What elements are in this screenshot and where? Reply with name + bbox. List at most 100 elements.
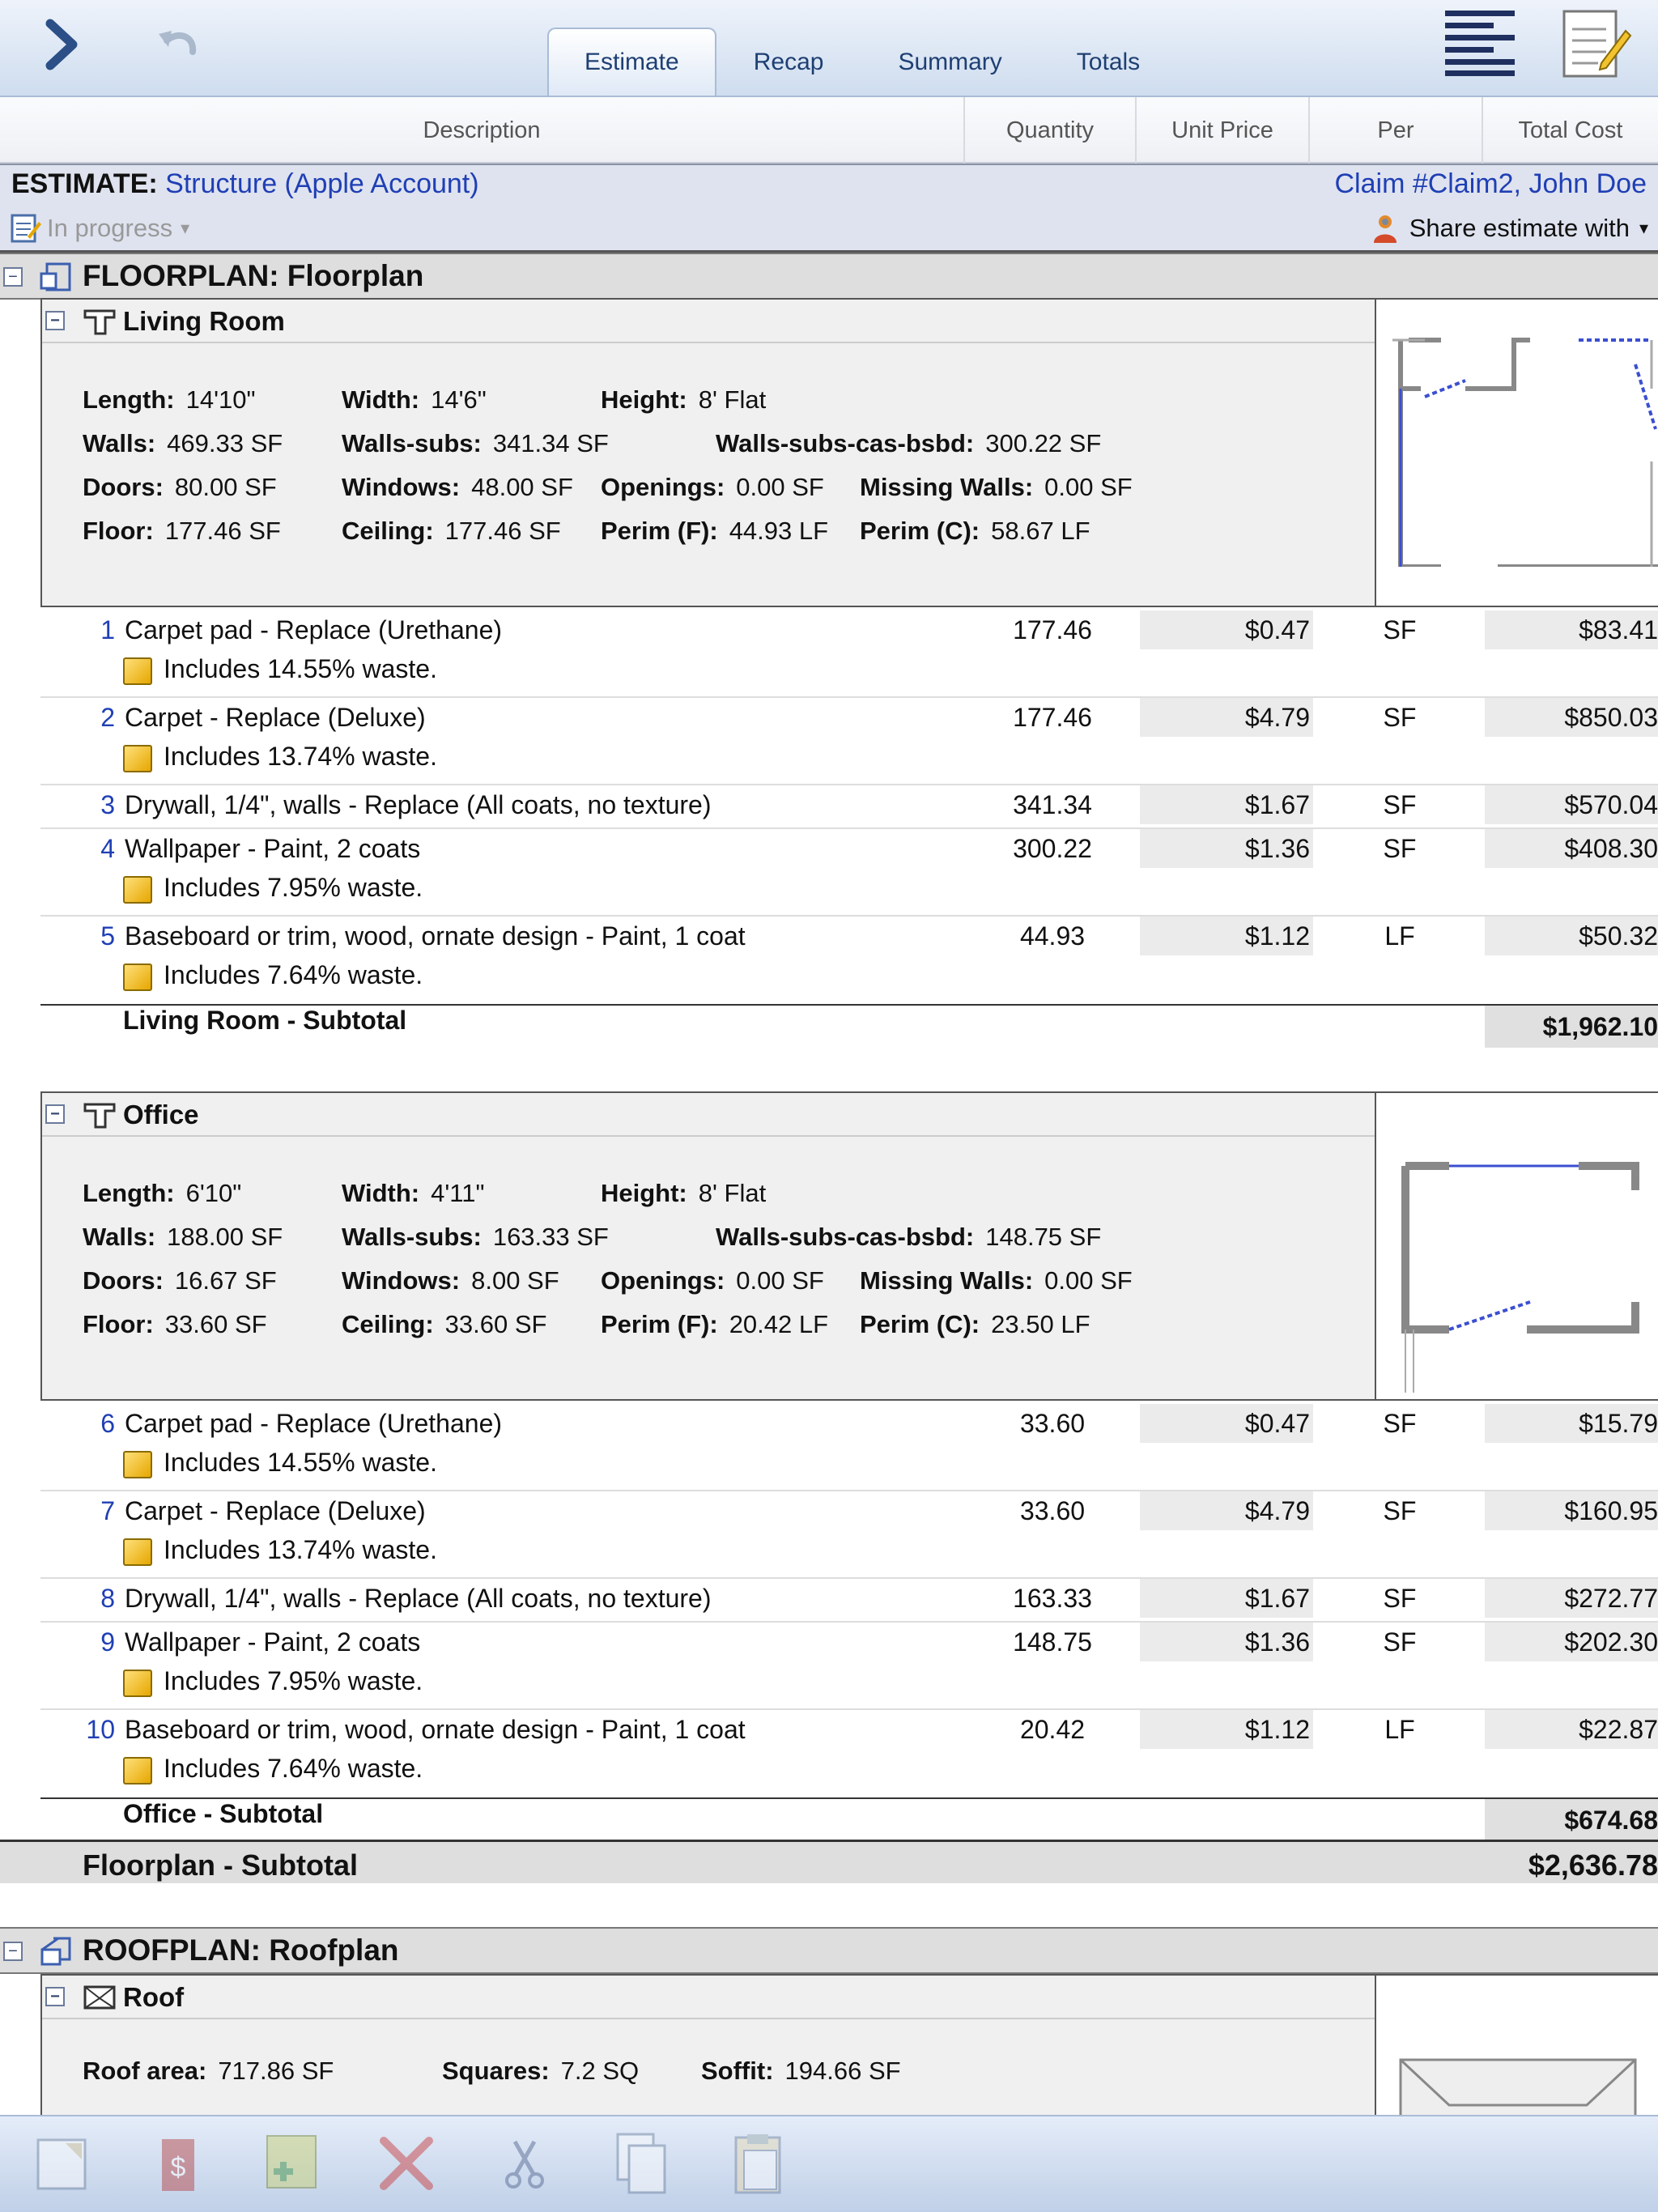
line-number[interactable]: 1 bbox=[100, 615, 115, 644]
col-quantity[interactable]: Quantity bbox=[965, 97, 1137, 164]
floorplan-subtotal-value: $2,636.78 bbox=[1528, 1848, 1658, 1882]
line-item[interactable]: 8 Drywall, 1/4", walls - Replace (All coa… bbox=[40, 1579, 1658, 1618]
line-quantity: 20.42 bbox=[1019, 1715, 1086, 1744]
measurement: Soffit: 194.66 SF bbox=[701, 2057, 901, 2086]
room-subtotal-value: $1,962.10 bbox=[1485, 1006, 1658, 1048]
measurement: Width: 4'11" bbox=[342, 1179, 484, 1208]
room-header[interactable]: − Office bbox=[42, 1093, 1375, 1137]
tab-totals[interactable]: Totals bbox=[1076, 49, 1141, 75]
measurement-label: Missing Walls: bbox=[860, 473, 1034, 501]
col-per[interactable]: Per bbox=[1310, 97, 1483, 164]
room-header-roof[interactable]: − Roof bbox=[42, 1976, 1375, 2019]
tab-summary[interactable]: Summary bbox=[898, 49, 1002, 75]
line-item[interactable]: 2 Carpet - Replace (Deluxe) 177.46 $4.79 SF $… bbox=[40, 698, 1658, 737]
line-quantity: 44.93 bbox=[1019, 921, 1086, 951]
measurement-value: 0.00 SF bbox=[736, 473, 824, 501]
tab-estimate[interactable]: Estimate bbox=[547, 28, 716, 96]
line-item[interactable]: 1 Carpet pad - Replace (Urethane) 177.46 $0… bbox=[40, 610, 1658, 649]
line-per: LF bbox=[1384, 1715, 1415, 1744]
room-subtotal-label: Living Room - Subtotal bbox=[123, 1006, 407, 1035]
clipboard-icon[interactable] bbox=[29, 2131, 94, 2196]
estimate-name[interactable]: Structure (Apple Account) bbox=[165, 168, 479, 199]
price-tag-icon[interactable]: $ bbox=[146, 2131, 210, 2196]
line-quantity: 33.60 bbox=[1019, 1409, 1086, 1438]
undo-icon[interactable] bbox=[146, 18, 210, 74]
floorplan-group-header[interactable]: − FLOORPLAN: Floorplan bbox=[0, 253, 1658, 300]
line-number[interactable]: 6 bbox=[100, 1409, 115, 1438]
line-number[interactable]: 2 bbox=[100, 703, 115, 732]
line-item[interactable]: 10 Baseboard or trim, wood, ornate design… bbox=[40, 1710, 1658, 1749]
line-item[interactable]: 4 Wallpaper - Paint, 2 coats 300.22 $1.36 SF… bbox=[40, 829, 1658, 868]
room-sketch[interactable] bbox=[1375, 300, 1658, 606]
collapse-roofplan-button[interactable]: − bbox=[3, 1942, 23, 1961]
line-item[interactable]: 9 Wallpaper - Paint, 2 coats 148.75 $1.36 SF… bbox=[40, 1623, 1658, 1661]
col-total-cost[interactable]: Total Cost bbox=[1518, 117, 1623, 143]
row-separator bbox=[40, 1621, 1658, 1623]
line-item[interactable]: 7 Carpet - Replace (Deluxe) 33.60 $4.79 SF $1… bbox=[40, 1491, 1658, 1530]
tab-recap[interactable]: Recap bbox=[753, 49, 824, 75]
line-number[interactable]: 5 bbox=[100, 921, 115, 951]
room-header[interactable]: − Living Room bbox=[42, 300, 1375, 343]
line-item[interactable]: 6 Carpet pad - Replace (Urethane) 33.60 $0.… bbox=[40, 1404, 1658, 1443]
collapse-room-button[interactable]: − bbox=[45, 311, 65, 330]
line-unit-price: $4.79 bbox=[1140, 698, 1313, 737]
collapse-room-button[interactable]: − bbox=[45, 1987, 65, 2006]
room-subtotal-row: Living Room - Subtotal $1,962.10 bbox=[40, 1004, 1658, 1048]
chevron-down-icon: ▾ bbox=[1639, 218, 1648, 238]
line-quantity: 300.22 bbox=[1013, 834, 1092, 863]
measurement-label: Walls-subs: bbox=[342, 1223, 482, 1251]
measurement-value: 33.60 SF bbox=[444, 1310, 547, 1338]
col-unit-price[interactable]: Unit Price bbox=[1137, 97, 1310, 164]
room-sketch-roof[interactable] bbox=[1375, 1976, 1658, 2115]
line-per: SF bbox=[1383, 834, 1417, 863]
line-description: Carpet - Replace (Deluxe) bbox=[125, 1496, 426, 1525]
measurement: Walls-subs-cas-bsbd: 300.22 SF bbox=[716, 429, 1101, 458]
measurement-value: 148.75 SF bbox=[985, 1223, 1102, 1251]
edit-doc-icon[interactable] bbox=[1558, 6, 1635, 81]
cut-icon[interactable] bbox=[492, 2131, 557, 2196]
waste-note: Includes 13.74% waste. bbox=[123, 742, 437, 772]
line-number[interactable]: 10 bbox=[86, 1715, 115, 1744]
list-view-icon[interactable] bbox=[1441, 8, 1519, 78]
floorplan-icon bbox=[39, 261, 73, 293]
collapse-room-button[interactable]: − bbox=[45, 1104, 65, 1124]
room-subtotal-label: Office - Subtotal bbox=[123, 1799, 324, 1828]
delete-icon[interactable] bbox=[374, 2131, 439, 2196]
measurement: Windows: 8.00 SF bbox=[342, 1266, 559, 1295]
line-per: SF bbox=[1383, 615, 1417, 644]
claim-link[interactable]: Claim #Claim2, John Doe bbox=[1334, 168, 1647, 199]
line-description: Baseboard or trim, wood, ornate design -… bbox=[125, 921, 746, 951]
measurement-label: Floor: bbox=[83, 1310, 154, 1338]
room-sketch[interactable] bbox=[1375, 1093, 1658, 1399]
room-icon bbox=[83, 308, 117, 337]
line-description: Wallpaper - Paint, 2 coats bbox=[125, 834, 421, 863]
line-number[interactable]: 9 bbox=[100, 1627, 115, 1657]
status-dropdown[interactable]: In progress ▾ bbox=[10, 212, 189, 245]
line-item[interactable]: 5 Baseboard or trim, wood, ornate design … bbox=[40, 917, 1658, 955]
col-description[interactable]: Description bbox=[0, 97, 965, 164]
column-header-row: Description Quantity Unit Price Per Tota… bbox=[0, 97, 1658, 164]
line-unit-price: $1.12 bbox=[1140, 917, 1313, 955]
room-name: Roof bbox=[123, 1982, 185, 2012]
note-text: Includes 7.64% waste. bbox=[164, 960, 423, 989]
line-quantity: 163.33 bbox=[1013, 1584, 1092, 1613]
measurement: Squares: 7.2 SQ bbox=[442, 2057, 639, 2086]
measurement-label: Height: bbox=[601, 1179, 687, 1207]
add-item-icon[interactable] bbox=[257, 2131, 322, 2196]
note-icon bbox=[123, 744, 152, 772]
forward-arrow-icon[interactable] bbox=[32, 15, 89, 74]
line-number[interactable]: 8 bbox=[100, 1584, 115, 1613]
line-number[interactable]: 7 bbox=[100, 1496, 115, 1525]
line-number[interactable]: 3 bbox=[100, 790, 115, 819]
line-item[interactable]: 3 Drywall, 1/4", walls - Replace (All coa… bbox=[40, 785, 1658, 824]
measurement: Width: 14'6" bbox=[342, 385, 487, 415]
collapse-floorplan-button[interactable]: − bbox=[3, 267, 23, 287]
measurement-value: 8.00 SF bbox=[471, 1266, 559, 1295]
share-dropdown[interactable]: Share estimate with ▾ bbox=[1369, 212, 1648, 245]
line-number[interactable]: 4 bbox=[100, 834, 115, 863]
paste-icon[interactable] bbox=[725, 2131, 790, 2196]
copy-icon[interactable] bbox=[609, 2131, 674, 2196]
roofplan-group-header[interactable]: − ROOFPLAN: Roofplan bbox=[0, 1927, 1658, 1974]
top-bar: Estimate Recap Summary Totals bbox=[0, 0, 1658, 97]
line-per: SF bbox=[1383, 790, 1417, 819]
